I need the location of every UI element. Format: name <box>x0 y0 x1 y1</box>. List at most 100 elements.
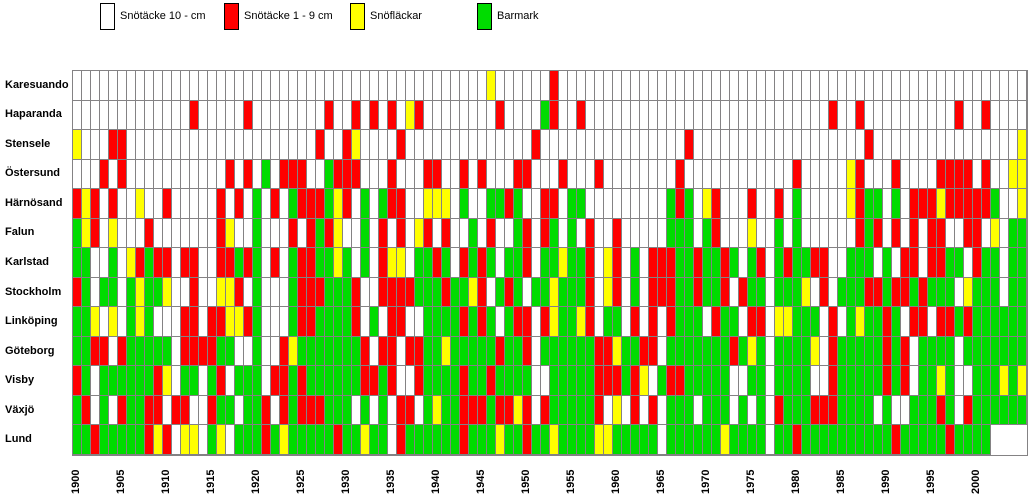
grid-cell <box>298 425 307 455</box>
grid-cell <box>496 100 505 131</box>
grid-cell <box>307 277 316 308</box>
grid-cell <box>586 248 595 278</box>
grid-cell <box>271 130 280 160</box>
grid-cell <box>901 130 910 160</box>
grid-cell <box>604 307 613 337</box>
grid-cell <box>919 218 928 249</box>
x-axis-label: 1945 <box>475 469 487 494</box>
grid-cell <box>352 425 361 455</box>
grid-cell <box>1000 71 1009 101</box>
grid-cell <box>244 159 253 190</box>
grid-cell <box>946 100 955 131</box>
grid-cell <box>343 248 352 278</box>
grid-cell <box>154 218 163 249</box>
grid-cell <box>559 395 568 426</box>
grid-cell <box>136 366 145 396</box>
grid-cell <box>154 71 163 101</box>
grid-cell <box>820 366 829 396</box>
grid-cell <box>613 100 622 131</box>
grid-cell <box>811 159 820 190</box>
grid-cell <box>730 336 739 367</box>
grid-cell <box>451 189 460 219</box>
grid-cell <box>586 366 595 396</box>
grid-cell <box>604 159 613 190</box>
row-label-östersund: Östersund <box>5 167 61 180</box>
grid-cell <box>649 71 658 101</box>
grid-cell <box>856 159 865 190</box>
grid-cell <box>100 277 109 308</box>
grid-cell <box>388 366 397 396</box>
grid-cell <box>757 366 766 396</box>
grid-cell <box>514 218 523 249</box>
grid-cell <box>145 366 154 396</box>
grid-cell <box>802 100 811 131</box>
grid-cell <box>730 71 739 101</box>
grid-cell <box>622 336 631 367</box>
grid-cell <box>775 218 784 249</box>
grid-cell <box>901 425 910 455</box>
grid-cell <box>73 425 82 455</box>
grid-cell <box>748 248 757 278</box>
grid-cell <box>442 395 451 426</box>
grid-cell <box>433 277 442 308</box>
grid-cell <box>163 336 172 367</box>
grid-cell <box>523 366 532 396</box>
grid-cell <box>451 71 460 101</box>
grid-cell <box>199 248 208 278</box>
grid-cell <box>226 425 235 455</box>
grid-cell <box>865 366 874 396</box>
grid-cell <box>172 425 181 455</box>
grid-cell <box>838 248 847 278</box>
grid-cell <box>901 395 910 426</box>
grid-cell <box>775 159 784 190</box>
grid-cell <box>487 277 496 308</box>
grid-cell <box>838 307 847 337</box>
grid-cell <box>928 218 937 249</box>
grid-cell <box>928 307 937 337</box>
grid-cell <box>163 277 172 308</box>
grid-cell <box>973 425 982 455</box>
x-axis-label: 1985 <box>835 469 847 494</box>
grid-cell <box>154 336 163 367</box>
grid-cell <box>748 130 757 160</box>
grid-cell <box>325 100 334 131</box>
x-axis-label: 1960 <box>610 469 622 494</box>
grid-cell <box>370 130 379 160</box>
grid-cell <box>163 189 172 219</box>
grid-cell <box>136 71 145 101</box>
grid-cell <box>208 425 217 455</box>
grid-cell <box>982 425 991 455</box>
grid-cell <box>793 307 802 337</box>
grid-cell <box>550 395 559 426</box>
grid-cell <box>532 248 541 278</box>
grid-cell <box>253 71 262 101</box>
grid-cell <box>406 366 415 396</box>
grid-cell <box>829 307 838 337</box>
grid-cell <box>892 130 901 160</box>
grid-cell <box>685 71 694 101</box>
grid-cell <box>766 189 775 219</box>
grid-cell <box>820 159 829 190</box>
grid-cell <box>100 366 109 396</box>
grid-cell <box>343 159 352 190</box>
grid-cell <box>460 336 469 367</box>
grid-cell <box>136 248 145 278</box>
grid-cell <box>388 395 397 426</box>
grid-cell <box>451 159 460 190</box>
grid-cell <box>514 395 523 426</box>
grid-cell <box>631 248 640 278</box>
grid-cell <box>919 71 928 101</box>
grid-cell <box>793 71 802 101</box>
grid-cell <box>838 130 847 160</box>
grid-cell <box>712 189 721 219</box>
grid-cell <box>964 366 973 396</box>
grid-cell <box>829 100 838 131</box>
grid-cell <box>613 130 622 160</box>
grid-cell <box>586 395 595 426</box>
grid-cell <box>244 71 253 101</box>
grid-cell <box>226 130 235 160</box>
grid-cell <box>244 425 253 455</box>
grid-cell <box>622 189 631 219</box>
grid-cell <box>379 218 388 249</box>
grid-cell <box>559 366 568 396</box>
